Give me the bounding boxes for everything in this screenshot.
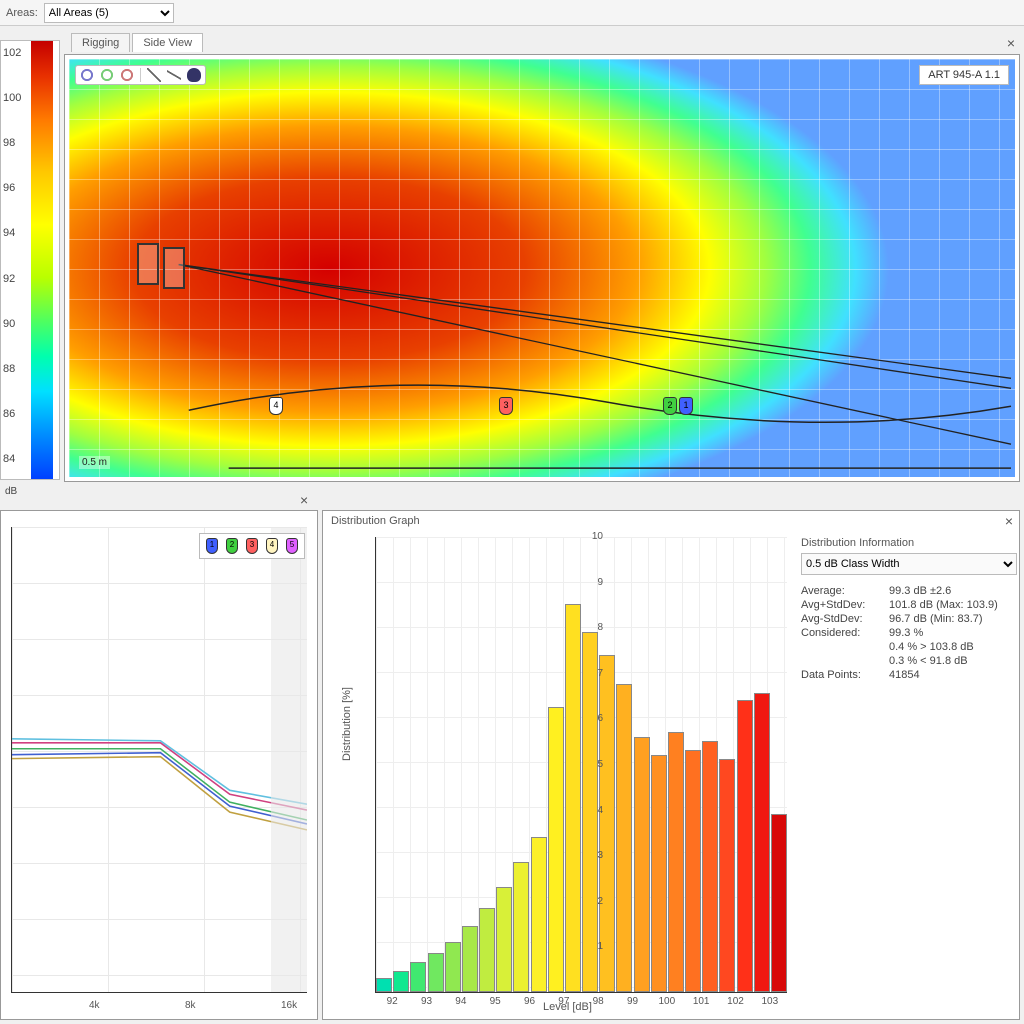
top-toolbar: Areas: All Areas (5)	[0, 0, 1024, 26]
close-icon[interactable]: ×	[300, 492, 308, 508]
axis-tick: 100	[658, 996, 675, 1007]
legend-marker: 5	[286, 538, 298, 554]
color-legend: 1021009896949290888684 dB	[0, 40, 60, 480]
legend-unit: dB	[5, 486, 17, 497]
distribution-bar	[513, 862, 529, 992]
axis-tick: 16k	[281, 1000, 297, 1011]
distribution-bar	[634, 737, 650, 992]
areas-label: Areas:	[6, 7, 38, 19]
distribution-bar	[702, 741, 718, 992]
distribution-bar	[531, 837, 547, 992]
axis-tick: 9	[573, 577, 603, 588]
tab-side-view[interactable]: Side View	[132, 33, 203, 52]
axis-tick: 1	[573, 941, 603, 952]
legend-tick: 88	[3, 363, 31, 375]
speaker-box[interactable]	[137, 243, 159, 285]
distribution-bar	[719, 759, 735, 992]
distribution-info-heading: Distribution Information	[801, 537, 1017, 549]
legend-gradient	[31, 41, 53, 479]
distribution-info: Distribution Information 0.5 dB Class Wi…	[801, 537, 1017, 683]
axis-tick: 94	[455, 996, 466, 1007]
distribution-bar	[445, 942, 461, 992]
axis-tick: 93	[421, 996, 432, 1007]
legend-marker: 1	[206, 538, 218, 554]
info-row: 0.4 % > 103.8 dB	[801, 641, 1017, 653]
distribution-title: Distribution Graph	[331, 515, 420, 527]
axis-tick: 95	[490, 996, 501, 1007]
legend-tick: 86	[3, 408, 31, 420]
info-row: 0.3 % < 91.8 dB	[801, 655, 1017, 667]
distribution-bar	[428, 953, 444, 992]
class-width-select[interactable]: 0.5 dB Class Width	[801, 553, 1017, 575]
distribution-bar	[548, 707, 564, 992]
distribution-bar	[737, 700, 753, 992]
areas-select[interactable]: All Areas (5)	[44, 3, 174, 23]
scale-label: 0.5 m	[79, 456, 110, 469]
distribution-panel: Distribution Graph × Distribution [%] Le…	[322, 510, 1020, 1020]
legend-marker: 4	[266, 538, 278, 554]
distribution-bar	[410, 962, 426, 992]
side-view-panel: Rigging Side View × ART 945-A 1.1 4321 0…	[64, 54, 1020, 482]
info-row: Data Points:41854	[801, 669, 1017, 681]
distribution-bar	[754, 693, 770, 992]
legend-marker: 2	[226, 538, 238, 554]
axis-tick: 102	[727, 996, 744, 1007]
axis-tick: 6	[573, 713, 603, 724]
axis-tick: 98	[593, 996, 604, 1007]
position-marker[interactable]: 2	[663, 397, 677, 415]
axis-tick: 10	[573, 531, 603, 542]
axis-tick: 92	[387, 996, 398, 1007]
axis-tick: 2	[573, 896, 603, 907]
tab-rigging[interactable]: Rigging	[71, 33, 130, 52]
distribution-bar	[393, 971, 409, 992]
legend-tick: 96	[3, 182, 31, 194]
distribution-bar	[376, 978, 392, 992]
distribution-ylabel: Distribution [%]	[341, 687, 353, 761]
position-marker[interactable]: 3	[499, 397, 513, 415]
axis-tick: 3	[573, 850, 603, 861]
axis-tick: 103	[761, 996, 778, 1007]
distribution-bar	[685, 750, 701, 992]
legend-tick: 98	[3, 137, 31, 149]
distribution-bar	[462, 926, 478, 992]
legend-tick: 100	[3, 92, 31, 104]
info-row: Avg-StdDev:96.7 dB (Min: 83.7)	[801, 613, 1017, 625]
heatmap[interactable]: ART 945-A 1.1 4321 0.5 m	[69, 59, 1015, 477]
info-row: Average:99.3 dB ±2.6	[801, 585, 1017, 597]
position-marker[interactable]: 1	[679, 397, 693, 415]
close-icon[interactable]: ×	[1005, 513, 1013, 529]
axis-tick: 8	[573, 622, 603, 633]
axis-tick: 4k	[89, 1000, 100, 1011]
axis-tick: 99	[627, 996, 638, 1007]
axis-tick: 4	[573, 805, 603, 816]
close-icon[interactable]: ×	[1007, 35, 1015, 51]
frequency-plot[interactable]	[11, 527, 307, 993]
frequency-panel: 12345 4k 8k 16k	[0, 510, 318, 1020]
frequency-marker-legend: 12345	[199, 533, 305, 559]
axis-tick: 97	[558, 996, 569, 1007]
distribution-bar	[771, 814, 787, 992]
info-row: Considered:99.3 %	[801, 627, 1017, 639]
axis-tick: 7	[573, 668, 603, 679]
position-marker[interactable]: 4	[269, 397, 283, 415]
distribution-bar	[565, 604, 581, 992]
distribution-bar	[651, 755, 667, 992]
legend-tick: 102	[3, 47, 31, 59]
axis-tick: 5	[573, 759, 603, 770]
legend-tick: 94	[3, 227, 31, 239]
distribution-bar	[496, 887, 512, 992]
axis-tick: 101	[693, 996, 710, 1007]
info-row: Avg+StdDev:101.8 dB (Max: 103.9)	[801, 599, 1017, 611]
legend-tick: 90	[3, 318, 31, 330]
axis-tick: 8k	[185, 1000, 196, 1011]
axis-tick: 96	[524, 996, 535, 1007]
distribution-bar	[479, 908, 495, 992]
distribution-bar	[668, 732, 684, 992]
legend-tick: 92	[3, 273, 31, 285]
distribution-bar	[616, 684, 632, 992]
legend-marker: 3	[246, 538, 258, 554]
speaker-box[interactable]	[163, 247, 185, 289]
legend-tick: 84	[3, 453, 31, 465]
